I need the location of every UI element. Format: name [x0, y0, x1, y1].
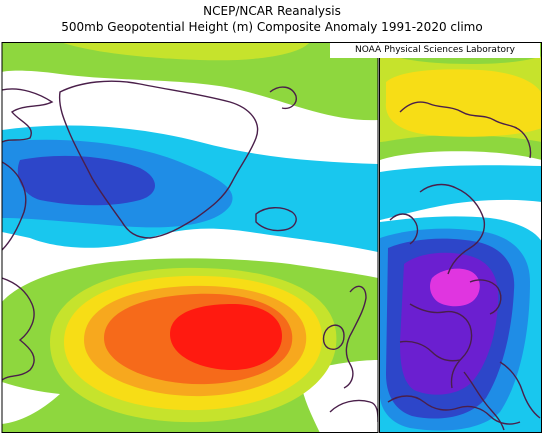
scandinavia-coast-2 — [419, 183, 486, 275]
credit-label: NOAA Physical Sciences Laboratory — [330, 43, 540, 58]
svalbard-coast — [269, 86, 297, 110]
chart-subtitle: 500mb Geopotential Height (m) Composite … — [61, 20, 483, 34]
right-panel — [380, 42, 542, 433]
labrador-coast — [2, 277, 35, 381]
mediterranean-coast — [387, 395, 521, 425]
right-magenta-core — [430, 268, 480, 307]
baltic-coast — [469, 279, 502, 315]
europe-borders-2 — [399, 340, 461, 362]
top-green-band — [2, 42, 378, 121]
iceland-coast — [255, 207, 297, 232]
right-top-yellow — [385, 69, 542, 137]
canadian-arctic-coast — [2, 88, 54, 143]
norway-coast — [389, 213, 419, 245]
right-cyan-band — [380, 165, 542, 220]
italy-coast — [463, 371, 505, 431]
ireland-coast — [322, 324, 345, 350]
greenland-coast — [58, 80, 259, 239]
baffin-coast — [2, 161, 27, 251]
left-panel — [2, 42, 378, 433]
red-core — [170, 304, 282, 370]
coastlines-right — [387, 101, 541, 431]
balkan-coast — [499, 361, 541, 419]
scandinavia-coast — [399, 101, 532, 159]
dark-blue-area — [17, 155, 155, 206]
uk-coast — [343, 285, 367, 389]
top-yellowgreen-band — [60, 42, 310, 61]
chart-title: NCEP/NCAR Reanalysis — [203, 4, 341, 18]
coastlines-left — [2, 80, 378, 423]
bottom-white-left — [2, 382, 60, 424]
anomaly-map — [1, 42, 542, 433]
central-europe-borders — [409, 303, 473, 389]
